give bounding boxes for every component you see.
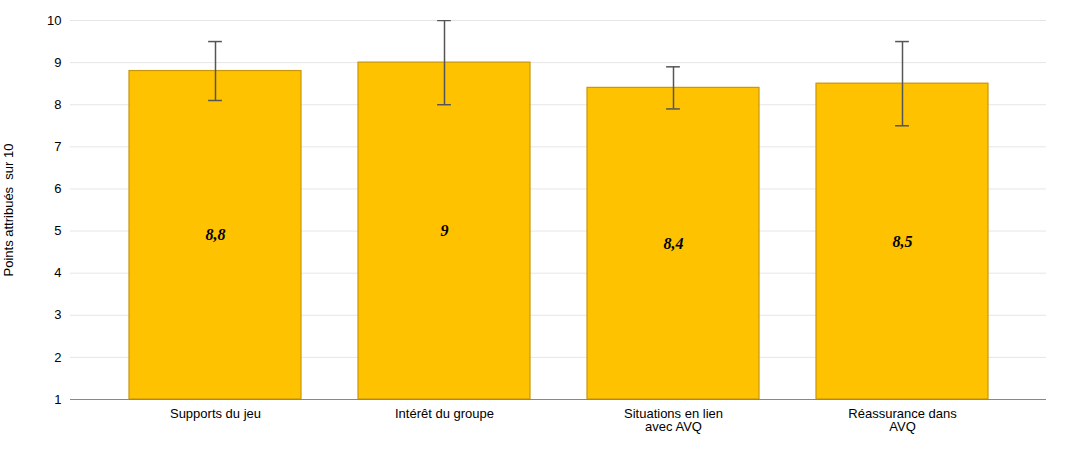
svg-text:9: 9 [54, 55, 61, 70]
svg-text:9: 9 [441, 222, 449, 239]
svg-text:2: 2 [54, 350, 61, 365]
svg-text:10: 10 [47, 13, 61, 28]
svg-text:8,8: 8,8 [206, 226, 226, 243]
svg-text:Points attribués sur 10: Points attribués sur 10 [1, 144, 16, 277]
svg-text:8: 8 [54, 97, 61, 112]
svg-text:8,4: 8,4 [664, 235, 684, 252]
svg-text:Supports du jeu: Supports du jeu [170, 406, 261, 421]
svg-text:8,5: 8,5 [893, 233, 913, 250]
svg-text:5: 5 [54, 223, 61, 238]
svg-text:7: 7 [54, 139, 61, 154]
svg-text:1: 1 [54, 392, 61, 407]
svg-text:Intérêt du groupe: Intérêt du groupe [395, 406, 494, 421]
svg-text:Réassurance dansAVQ: Réassurance dansAVQ [848, 406, 957, 434]
svg-text:4: 4 [54, 265, 61, 280]
svg-text:6: 6 [54, 181, 61, 196]
svg-text:Situations en lienavec AVQ: Situations en lienavec AVQ [624, 406, 723, 434]
svg-text:3: 3 [54, 307, 61, 322]
